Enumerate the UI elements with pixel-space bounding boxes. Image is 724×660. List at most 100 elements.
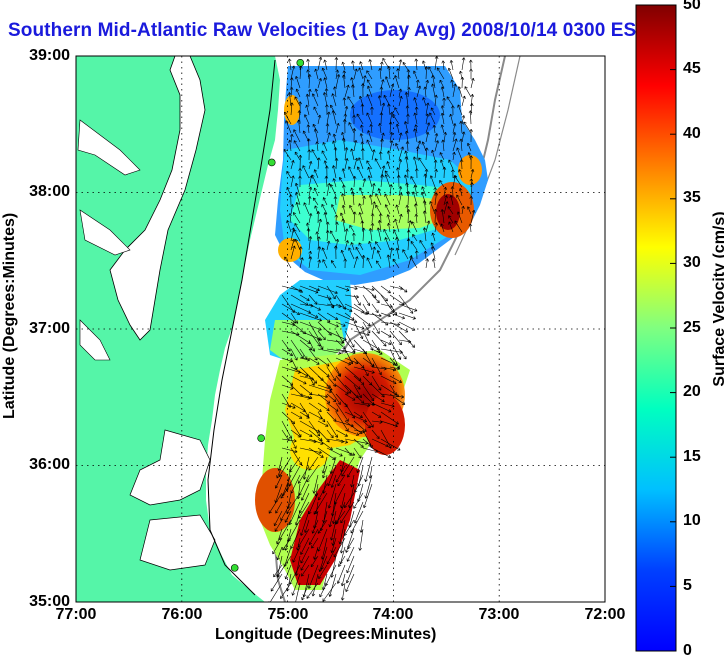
velocity-arrow — [353, 438, 364, 448]
velocity-arrow — [306, 69, 310, 80]
velocity-arrow — [308, 420, 321, 437]
velocity-arrow — [342, 118, 347, 134]
velocity-arrow — [317, 246, 322, 260]
velocity-arrow — [326, 447, 343, 457]
velocity-arrow — [423, 86, 427, 98]
velocity-arrow — [273, 564, 283, 578]
velocity-arrow — [379, 86, 384, 98]
velocity-arrow — [317, 411, 326, 423]
x-axis-title: Longitude (Degrees:Minutes) — [215, 626, 437, 643]
velocity-arrow — [362, 321, 371, 334]
velocity-arrow — [293, 582, 301, 602]
velocity-arrow — [364, 456, 373, 482]
velocity-arrow — [308, 312, 319, 319]
velocity-arrow — [398, 339, 412, 344]
velocity-arrow — [307, 195, 312, 206]
velocity-arrow — [360, 124, 364, 134]
velocity-arrow — [294, 96, 301, 107]
velocity-arrow — [430, 242, 436, 251]
velocity-arrow — [389, 366, 401, 371]
velocity-arrow — [371, 330, 387, 347]
velocity-arrow — [367, 85, 373, 98]
velocity-arrow — [448, 159, 454, 170]
velocity-arrow — [344, 429, 360, 436]
velocity-arrow — [449, 60, 454, 71]
velocity-arrow — [384, 204, 391, 215]
velocity-arrow — [434, 94, 438, 107]
velocity-arrow — [327, 483, 337, 509]
velocity-arrow — [308, 528, 319, 545]
velocity-arrow — [322, 197, 328, 206]
velocity-arrow — [371, 183, 376, 197]
velocity-arrow — [378, 67, 382, 80]
velocity-arrow — [353, 140, 358, 152]
velocity-arrow — [395, 236, 400, 251]
velocity-arrow — [345, 573, 355, 593]
velocity-arrow — [297, 119, 301, 134]
velocity-arrow — [389, 312, 405, 320]
velocity-arrow — [317, 393, 331, 404]
velocity-arrow — [294, 182, 301, 197]
velocity-arrow — [398, 132, 403, 143]
velocity-arrow — [313, 169, 319, 179]
velocity-arrow — [301, 564, 310, 577]
velocity-arrow — [402, 62, 409, 71]
velocity-arrow — [367, 166, 373, 179]
velocity-arrow — [422, 97, 427, 107]
velocity-arrow — [470, 169, 475, 179]
velocity-arrow — [419, 240, 427, 251]
velocity-arrow — [434, 192, 439, 206]
velocity-arrow — [325, 123, 330, 134]
velocity-arrow — [412, 234, 418, 242]
velocity-arrow — [425, 220, 431, 233]
velocity-arrow — [411, 221, 418, 233]
velocity-arrow — [362, 384, 375, 402]
velocity-arrow — [290, 65, 296, 80]
velocity-arrow — [350, 242, 355, 251]
velocity-arrow — [366, 112, 373, 125]
velocity-arrow — [395, 204, 400, 215]
velocity-arrow — [369, 123, 373, 134]
velocity-arrow — [366, 160, 373, 170]
velocity-arrow — [344, 228, 349, 242]
velocity-arrow — [304, 519, 310, 533]
velocity-arrow — [296, 483, 301, 500]
velocity-arrow — [457, 86, 463, 98]
velocity-arrow — [290, 285, 303, 293]
velocity-arrow — [299, 411, 310, 419]
velocity-arrow — [284, 510, 292, 523]
velocity-arrow — [292, 546, 301, 563]
velocity-arrow — [330, 104, 337, 116]
velocity-arrow — [308, 348, 318, 361]
velocity-arrow — [325, 221, 330, 233]
velocity-arrow — [328, 501, 337, 528]
velocity-arrow — [349, 205, 355, 215]
velocity-arrow — [361, 227, 366, 242]
velocity-arrow — [327, 465, 337, 487]
velocity-arrow — [422, 200, 427, 215]
velocity-arrow — [443, 201, 449, 215]
velocity-arrow — [333, 245, 338, 260]
velocity-arrow — [362, 357, 375, 367]
velocity-arrow — [331, 204, 337, 215]
velocity-arrow — [281, 303, 301, 315]
velocity-arrow — [293, 229, 301, 242]
velocity-arrow — [311, 573, 319, 597]
velocity-arrow — [398, 159, 403, 170]
velocity-arrow — [358, 67, 364, 80]
colorbar-tick-label: 0 — [683, 642, 692, 659]
velocity-arrow — [380, 438, 401, 451]
velocity-arrow — [433, 159, 438, 170]
velocity-arrow — [295, 75, 301, 89]
velocity-arrow — [440, 159, 445, 170]
velocity-arrow — [353, 285, 375, 292]
velocity-arrow — [421, 186, 427, 197]
velocity-arrow — [371, 303, 379, 313]
velocity-arrow — [353, 384, 362, 399]
velocity-arrow — [326, 132, 331, 143]
velocity-arrow — [361, 255, 366, 269]
velocity-arrow — [335, 74, 341, 89]
colorbar-tick-label: 25 — [683, 319, 701, 336]
velocity-arrow — [451, 169, 455, 179]
velocity-arrow — [404, 130, 409, 143]
